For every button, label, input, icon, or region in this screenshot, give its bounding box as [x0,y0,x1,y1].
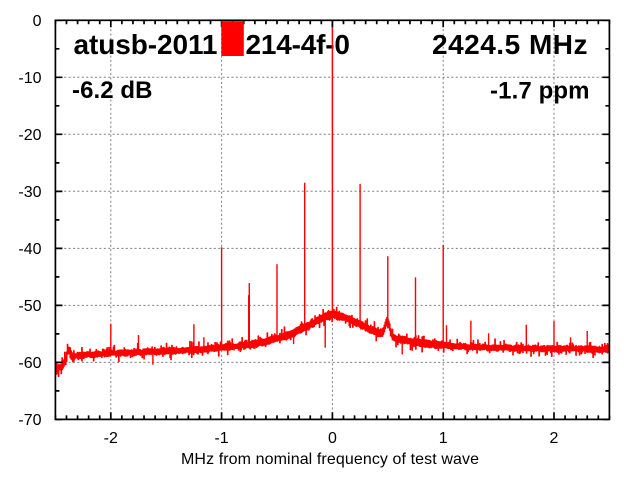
svg-text:-30: -30 [18,184,41,201]
svg-text:214-4f-0: 214-4f-0 [246,29,351,60]
svg-text:-20: -20 [18,127,41,144]
svg-text:atusb-2011: atusb-2011 [74,29,218,60]
svg-text:-50: -50 [18,298,41,315]
svg-text:-10: -10 [18,70,41,87]
svg-text:0: 0 [33,13,42,30]
svg-text:-1: -1 [214,430,228,447]
svg-text:MHz from nominal frequency of: MHz from nominal frequency of test wave [181,451,479,468]
svg-text:-2: -2 [104,430,118,447]
svg-text:-70: -70 [18,412,41,429]
svg-text:-1.7 ppm: -1.7 ppm [490,78,590,105]
svg-text:2: 2 [550,430,559,447]
svg-text:1: 1 [439,430,448,447]
svg-text:-40: -40 [18,241,41,258]
svg-text:2424.5 MHz: 2424.5 MHz [432,29,588,60]
svg-text:-6.2 dB: -6.2 dB [72,77,153,104]
svg-text:0: 0 [328,430,337,447]
svg-text:-60: -60 [18,355,41,372]
